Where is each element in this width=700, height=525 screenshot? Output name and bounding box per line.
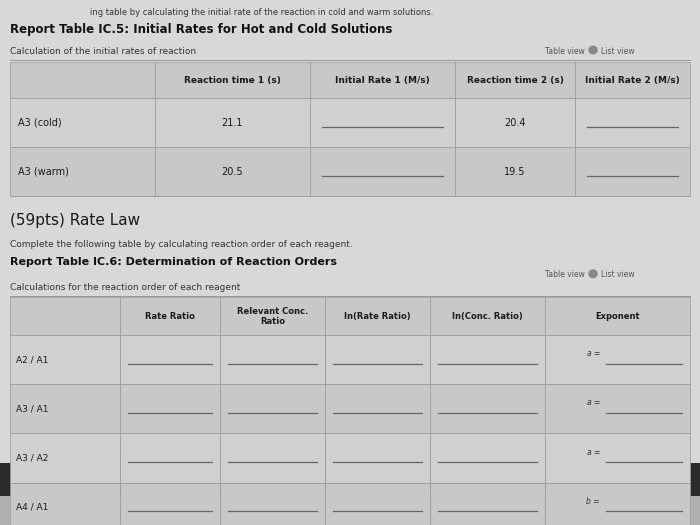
Text: (59pts) Rate Law: (59pts) Rate Law xyxy=(10,213,140,228)
Bar xyxy=(220,384,325,434)
Bar xyxy=(545,298,690,335)
Text: ing table by calculating the initial rate of the reaction in cold and warm solut: ing table by calculating the initial rat… xyxy=(90,7,433,17)
Bar xyxy=(430,384,545,434)
Bar xyxy=(325,298,430,335)
Bar xyxy=(120,482,220,525)
Bar xyxy=(220,298,325,335)
Text: Report Table IC.5: Initial Rates for Hot and Cold Solutions: Report Table IC.5: Initial Rates for Hot… xyxy=(10,23,393,36)
Bar xyxy=(310,148,455,196)
Bar xyxy=(545,482,690,525)
Text: List view: List view xyxy=(601,47,635,56)
Text: a =: a = xyxy=(587,349,600,359)
Text: A3 (warm): A3 (warm) xyxy=(18,167,69,177)
Text: Relevant Conc.
Ratio: Relevant Conc. Ratio xyxy=(237,307,308,326)
Text: A3 (cold): A3 (cold) xyxy=(18,118,62,128)
Bar xyxy=(310,98,455,148)
Bar xyxy=(10,98,155,148)
Bar xyxy=(545,384,690,434)
Text: 19.5: 19.5 xyxy=(504,167,526,177)
Bar xyxy=(430,482,545,525)
Bar xyxy=(155,148,310,196)
Text: Table view: Table view xyxy=(545,270,585,279)
Circle shape xyxy=(589,46,597,54)
Bar xyxy=(10,298,120,335)
Bar xyxy=(220,434,325,482)
Text: List view: List view xyxy=(601,270,635,279)
Bar xyxy=(10,62,155,98)
Text: Rate Ratio: Rate Ratio xyxy=(145,312,195,321)
Bar xyxy=(325,335,430,384)
Bar xyxy=(325,384,430,434)
Text: b =: b = xyxy=(587,497,600,506)
Bar xyxy=(575,62,690,98)
Bar xyxy=(455,148,575,196)
Text: A3 / A1: A3 / A1 xyxy=(16,404,48,413)
Bar xyxy=(10,384,120,434)
Text: Table view: Table view xyxy=(545,47,585,56)
Bar xyxy=(120,434,220,482)
Bar xyxy=(545,434,690,482)
Bar xyxy=(155,62,310,98)
Bar xyxy=(325,434,430,482)
Text: A3 / A2: A3 / A2 xyxy=(16,454,48,463)
Text: 20.4: 20.4 xyxy=(504,118,526,128)
Bar xyxy=(120,384,220,434)
Bar xyxy=(10,482,120,525)
Text: Reaction time 2 (s): Reaction time 2 (s) xyxy=(467,76,564,85)
Text: a =: a = xyxy=(587,448,600,457)
Bar xyxy=(120,335,220,384)
Text: Initial Rate 2 (M/s): Initial Rate 2 (M/s) xyxy=(585,76,680,85)
Bar xyxy=(220,335,325,384)
Bar xyxy=(310,62,455,98)
Text: 21.1: 21.1 xyxy=(222,118,244,128)
Bar xyxy=(10,335,120,384)
Text: Initial Rate 1 (M/s): Initial Rate 1 (M/s) xyxy=(335,76,430,85)
Text: Calculation of the initial rates of reaction: Calculation of the initial rates of reac… xyxy=(10,47,196,56)
Bar xyxy=(575,98,690,148)
Text: Complete the following table by calculating reaction order of each reagent.: Complete the following table by calculat… xyxy=(10,240,353,249)
Text: ln(Conc. Ratio): ln(Conc. Ratio) xyxy=(452,312,523,321)
Bar xyxy=(120,298,220,335)
Text: a =: a = xyxy=(587,398,600,407)
Text: ln(Rate Ratio): ln(Rate Ratio) xyxy=(344,312,411,321)
Bar xyxy=(155,98,310,148)
Bar xyxy=(325,482,430,525)
Text: 20.5: 20.5 xyxy=(222,167,244,177)
Text: Exponent: Exponent xyxy=(595,312,640,321)
Bar xyxy=(430,335,545,384)
Bar xyxy=(10,148,155,196)
Bar xyxy=(430,434,545,482)
Text: A2 / A1: A2 / A1 xyxy=(16,355,48,364)
Text: Reaction time 1 (s): Reaction time 1 (s) xyxy=(184,76,281,85)
Bar xyxy=(455,62,575,98)
Text: Calculations for the reaction order of each reagent: Calculations for the reaction order of e… xyxy=(10,284,240,292)
Bar xyxy=(575,148,690,196)
Bar xyxy=(430,298,545,335)
Circle shape xyxy=(589,270,597,278)
Bar xyxy=(455,98,575,148)
Bar xyxy=(545,335,690,384)
Bar xyxy=(0,463,700,496)
Text: Report Table IC.6: Determination of Reaction Orders: Report Table IC.6: Determination of Reac… xyxy=(10,257,337,267)
Bar xyxy=(220,482,325,525)
Text: A4 / A1: A4 / A1 xyxy=(16,502,48,511)
Bar xyxy=(10,434,120,482)
